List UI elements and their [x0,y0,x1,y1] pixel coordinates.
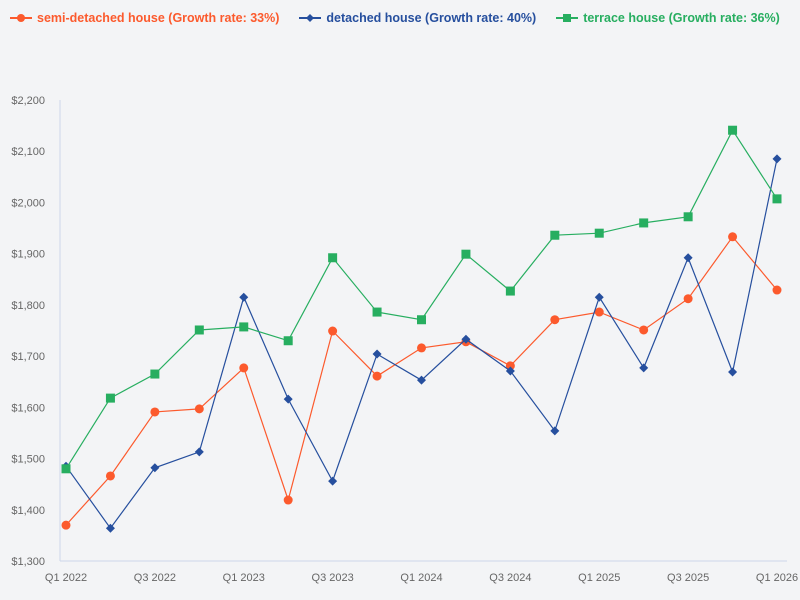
series-line [65,129,778,470]
data-point[interactable] [417,343,426,353]
legend-label: terrace house (Growth rate: 36%) [583,11,780,25]
data-point[interactable] [283,394,293,404]
data-point[interactable] [683,253,693,263]
data-point[interactable] [594,228,604,238]
legend-item-terrace[interactable]: terrace house (Growth rate: 36%) [556,11,780,25]
x-tick-label: Q3 2022 [134,572,176,584]
y-tick-label: $2,200 [11,95,45,107]
data-point[interactable] [239,363,249,373]
legend-label: semi-detached house (Growth rate: 33%) [37,11,280,25]
data-point[interactable] [194,325,204,335]
data-point[interactable] [328,476,338,486]
data-point[interactable] [61,464,71,474]
data-point[interactable] [683,212,693,222]
data-point[interactable] [372,349,382,359]
data-point[interactable] [417,375,426,385]
data-point[interactable] [639,325,649,335]
data-point[interactable] [461,249,471,259]
data-point[interactable] [105,393,115,403]
data-point[interactable] [150,407,160,417]
y-tick-label: $1,800 [11,300,45,312]
y-tick-label: $1,900 [11,249,45,261]
data-point[interactable] [594,292,604,302]
data-point[interactable] [283,495,293,505]
data-point[interactable] [283,336,293,346]
data-point[interactable] [150,369,160,379]
x-tick-label: Q3 2025 [667,572,709,584]
y-tick-label: $2,000 [11,197,45,209]
data-point[interactable] [639,363,649,373]
data-point[interactable] [594,307,604,317]
data-point[interactable] [105,523,115,533]
data-point[interactable] [461,334,471,344]
data-point[interactable] [505,361,515,371]
data-point[interactable] [372,371,382,381]
data-point[interactable] [550,426,560,436]
y-tick-label: $1,500 [11,454,45,466]
legend-label: detached house (Growth rate: 40%) [326,11,537,25]
data-point[interactable] [194,404,204,414]
y-tick-label: $2,100 [11,146,45,158]
square-marker-icon [556,14,579,22]
data-point[interactable] [328,326,338,336]
legend-item-semi-detached[interactable]: semi-detached house (Growth rate: 33%) [10,11,279,25]
y-tick-label: $1,300 [11,556,45,568]
data-point[interactable] [728,232,738,242]
data-point[interactable] [772,194,782,204]
x-tick-label: Q1 2023 [223,572,265,584]
data-point[interactable] [239,322,249,332]
data-point[interactable] [61,520,71,530]
data-point[interactable] [550,230,560,240]
x-tick-label: Q1 2026 [756,572,798,584]
x-tick-label: Q1 2024 [400,572,442,584]
data-point[interactable] [505,366,515,376]
data-point[interactable] [105,471,115,481]
data-point[interactable] [728,125,738,135]
x-tick-label: Q1 2025 [578,572,620,584]
data-point[interactable] [639,218,649,228]
data-point[interactable] [194,447,204,457]
y-tick-label: $1,400 [11,505,45,517]
data-point[interactable] [417,315,426,325]
data-point[interactable] [372,307,382,317]
data-point[interactable] [550,315,560,325]
x-tick-label: Q3 2024 [489,572,531,584]
x-tick-label: Q3 2023 [312,572,354,584]
data-point[interactable] [239,292,249,302]
y-tick-label: $1,700 [11,351,45,363]
data-point[interactable] [728,367,738,377]
circle-marker-icon [10,14,32,22]
series-square [61,125,782,474]
data-point[interactable] [772,285,782,295]
series-diamond [61,154,782,533]
data-point[interactable] [150,463,160,473]
legend-item-detached[interactable]: detached house (Growth rate: 40%) [299,11,536,25]
x-tick-label: Q1 2022 [45,572,87,584]
diamond-marker-icon [299,14,322,22]
data-point[interactable] [505,286,515,296]
y-tick-label: $1,600 [11,402,45,414]
data-point[interactable] [328,253,338,263]
data-point[interactable] [772,154,782,164]
chart-legend: semi-detached house (Growth rate: 33%) d… [0,9,800,27]
chart-series [61,125,782,533]
data-point[interactable] [683,294,693,304]
chart-axes: $1,300 $1,400 $1,500 $1,600 $1,700 $1,800 $1,9… [11,95,798,584]
